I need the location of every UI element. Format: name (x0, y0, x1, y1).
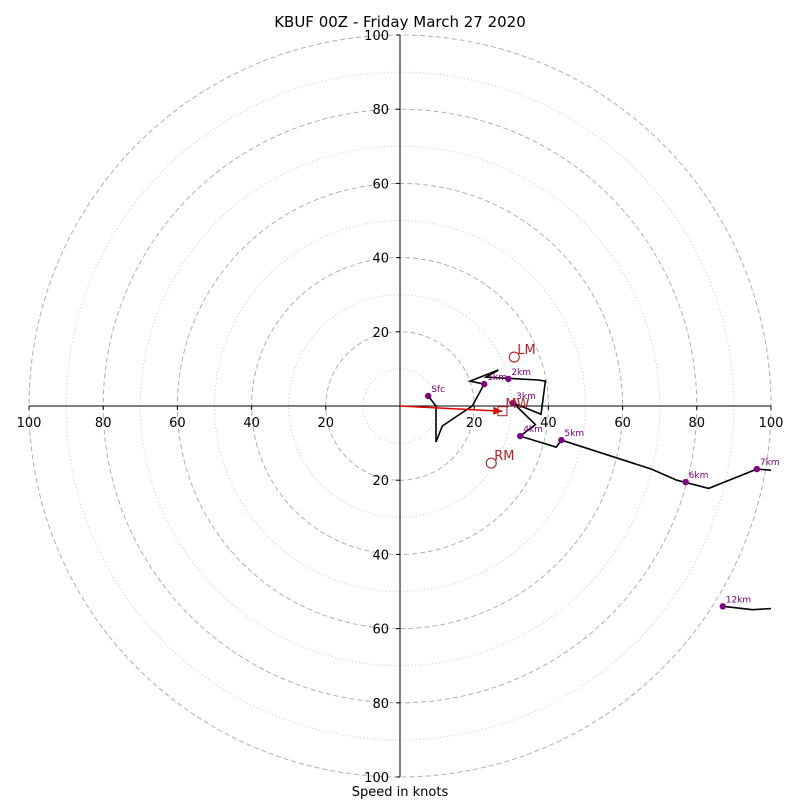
x-tick-label: 80 (689, 416, 706, 431)
height-marker-6km (682, 478, 689, 486)
storm-motion-rm (485, 457, 497, 469)
x-tick-label: 100 (759, 416, 784, 431)
height-label-1km: 1km (487, 373, 507, 383)
height-markers: Sfc 1km 2km 3km 4km 5km 6km 7km 12km (424, 368, 780, 610)
height-label-12km: 12km (726, 595, 751, 605)
y-tick-label: 100 (364, 29, 389, 44)
y-tick-label: 40 (372, 548, 389, 563)
x-tick-label: 20 (318, 416, 335, 431)
x-tick-label: 80 (95, 416, 112, 431)
y-tick-label: 20 (372, 474, 389, 489)
x-tick-label: 100 (17, 416, 42, 431)
x-tick-label: 40 (243, 416, 260, 431)
height-marker-Sfc (424, 392, 432, 400)
y-tick-label: 80 (372, 697, 389, 712)
x-tick-label: 40 (540, 416, 557, 431)
height-label-5km: 5km (564, 429, 584, 439)
y-tick-label: 100 (364, 771, 389, 786)
y-tick-label: 20 (372, 326, 389, 341)
storm-motion-lm (508, 351, 520, 363)
storm-motions: LM RM MW (485, 343, 536, 469)
storm-motion-label-rm: RM (494, 449, 514, 464)
tick-labels: 100 80 60 40 20 20 40 60 80 100 100 80 60 40 20 20 40 60 8… (17, 29, 784, 786)
storm-motion-label-mw: MW (505, 397, 529, 412)
y-tick-label: 60 (372, 623, 389, 638)
hodograph-trace (427, 369, 772, 490)
hodograph-traces (427, 369, 772, 611)
y-tick-label: 80 (372, 103, 389, 118)
height-marker-3km (509, 399, 517, 407)
hodograph-trace-upper (722, 605, 772, 611)
height-label-6km: 6km (689, 471, 709, 481)
x-tick-label: 20 (466, 416, 483, 431)
shear-vector-line (399, 405, 503, 412)
shear-vector-group (399, 405, 503, 415)
height-marker-7km (753, 465, 761, 473)
height-marker-4km (517, 432, 524, 440)
height-label-3km: 3km (516, 392, 536, 402)
height-label-2km: 2km (511, 368, 531, 378)
height-marker-1km (481, 380, 488, 388)
storm-motion-mw (497, 406, 508, 417)
x-axis-label: Speed in knots (352, 785, 449, 800)
height-label-Sfc: Sfc (431, 385, 445, 395)
x-tick-label: 60 (614, 416, 631, 431)
height-label-7km: 7km (760, 458, 780, 468)
x-tick-label: 60 (169, 416, 186, 431)
height-label-4km: 4km (523, 425, 543, 435)
height-marker-5km (558, 436, 565, 444)
y-tick-label: 40 (372, 252, 389, 267)
height-marker-12km (719, 603, 726, 610)
storm-motion-label-lm: LM (517, 343, 535, 358)
height-marker-2km (505, 375, 512, 383)
chart-title: KBUF 00Z - Friday March 27 2020 (274, 13, 526, 31)
y-tick-label: 60 (372, 177, 389, 192)
